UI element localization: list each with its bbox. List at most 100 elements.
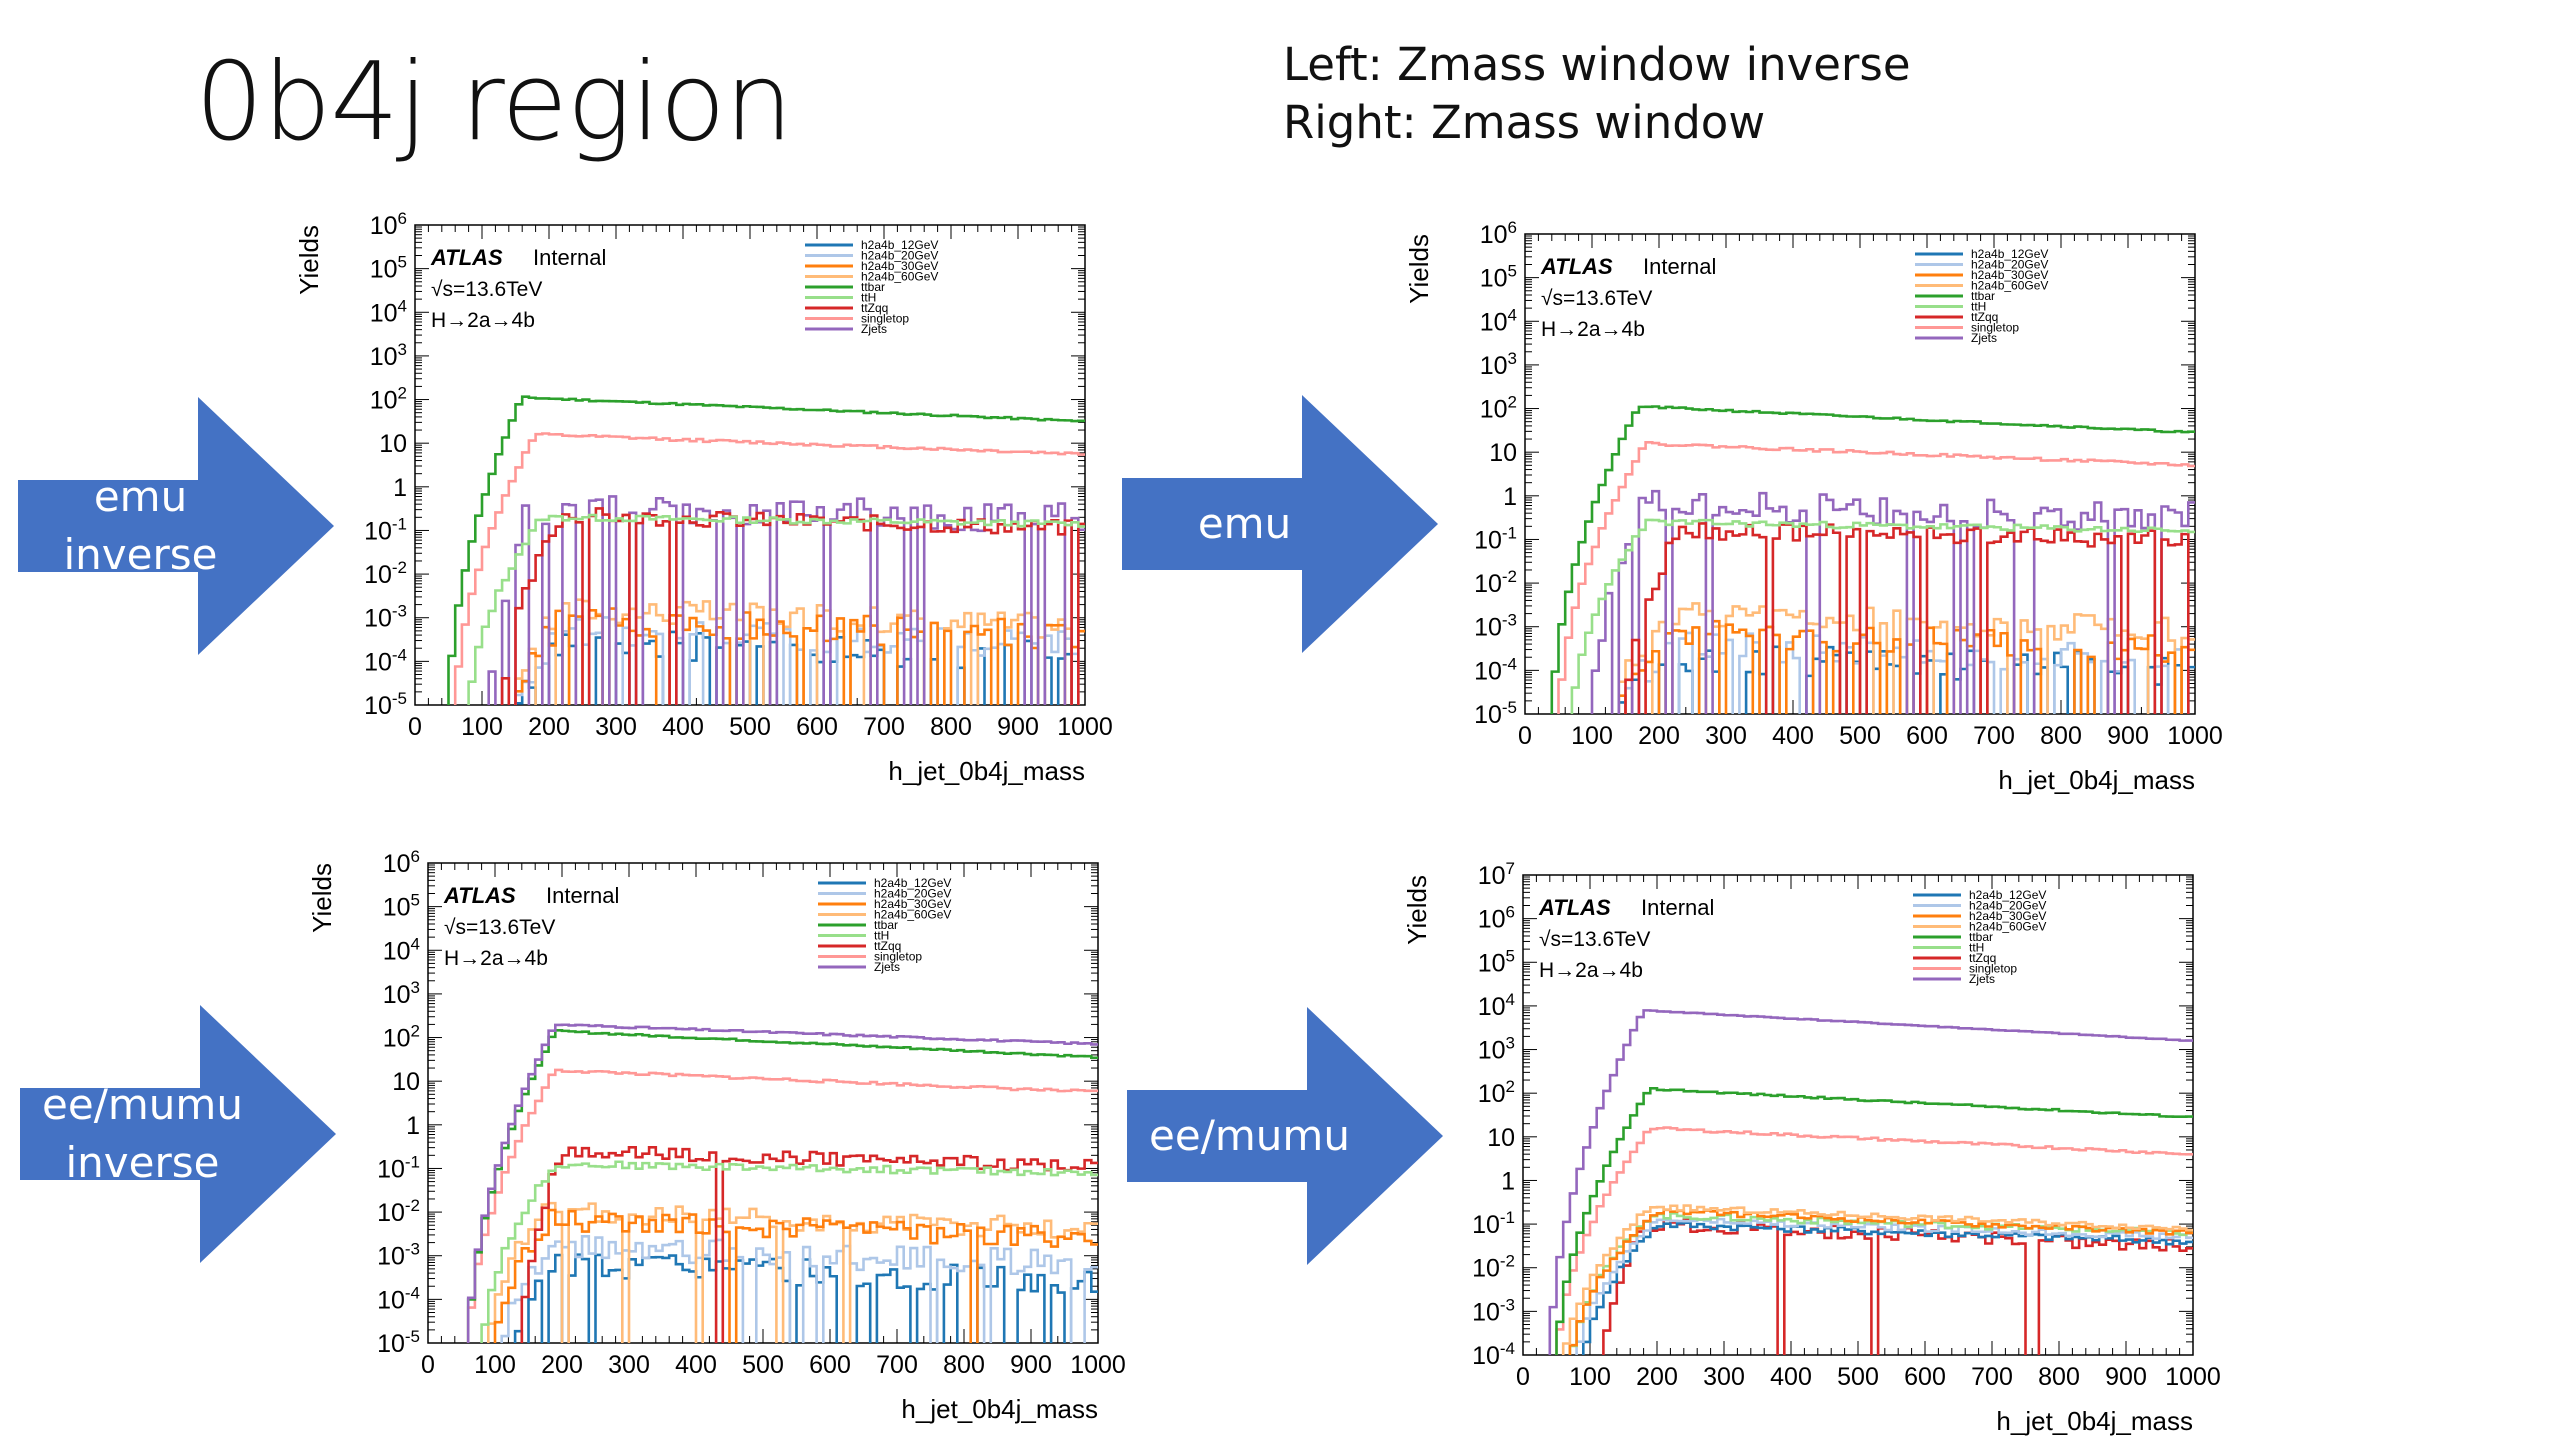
plot-emu-inverse: 0 100 200 300 400 500 600 700 800 900 1000 10-5 10-4… (290, 209, 1130, 795)
y-tick-label: 103 (383, 978, 420, 1009)
energy-label: √s=13.6TeV (1539, 928, 1650, 951)
x-tick-label: 100 (1571, 722, 1613, 750)
process-label: H→2a→4b (444, 947, 548, 970)
y-tick-base: 10 (383, 894, 411, 922)
y-tick-base: 10 (379, 430, 407, 458)
x-tick-label: 400 (1772, 722, 1814, 750)
y-tick-label: 10-5 (1474, 698, 1517, 729)
y-tick-label: 10-4 (364, 645, 407, 676)
x-tick-label: 100 (461, 713, 503, 741)
y-tick-base: 1 (406, 1112, 420, 1140)
y-tick-base: 10 (1480, 352, 1508, 380)
y-tick-label: 10-3 (377, 1240, 420, 1271)
x-tick-label: 400 (662, 713, 704, 741)
x-tick-label: 0 (421, 1351, 435, 1379)
legend-label: h2a4b_30GeV (1971, 268, 2048, 282)
y-tick-label: 10-4 (377, 1283, 420, 1314)
legend-label: ttZqq (1971, 310, 1998, 324)
x-tick-label: 1000 (1070, 1351, 1126, 1379)
legend-label: ttbar (1971, 289, 1995, 303)
legend-label: ttZqq (874, 939, 901, 953)
y-tick-exponent: 2 (1508, 393, 1517, 412)
y-tick-base: 10 (383, 850, 411, 878)
x-tick-label: 200 (528, 713, 570, 741)
y-tick-exponent: 3 (1508, 349, 1517, 368)
arrow-label: emu inverse (18, 468, 263, 584)
y-tick-exponent: 4 (398, 296, 407, 315)
y-tick-label: 104 (370, 296, 407, 327)
series-tth (1570, 518, 2195, 714)
y-tick-base: 10 (364, 605, 392, 633)
series-tth (480, 1160, 1098, 1343)
y-tick-base: 10 (383, 1025, 411, 1053)
y-tick-label: 104 (383, 934, 420, 965)
y-tick-label: 10-3 (364, 602, 407, 633)
x-tick-label: 800 (930, 713, 972, 741)
y-tick-label: 1 (393, 474, 407, 502)
y-tick-exponent: -2 (405, 1196, 420, 1215)
y-tick-label: 10-1 (1472, 1208, 1515, 1239)
y-tick-label: 10-3 (1474, 611, 1517, 642)
y-tick-base: 10 (1480, 396, 1508, 424)
y-tick-base: 10 (1472, 1298, 1500, 1326)
y-tick-exponent: -1 (392, 514, 407, 533)
y-tick-base: 10 (1478, 1037, 1506, 1065)
y-tick-base: 10 (377, 1286, 405, 1314)
y-tick-exponent: 5 (1506, 946, 1515, 965)
y-tick-base: 10 (370, 212, 398, 240)
y-tick-exponent: 6 (1508, 218, 1517, 237)
y-tick-exponent: 7 (1506, 859, 1515, 878)
legend-label: Zjets (861, 322, 887, 336)
histogram-lines (1548, 1009, 2193, 1355)
arrow-ee-mumu: ee/mumu (1127, 1007, 1443, 1265)
y-tick-base: 10 (377, 1243, 405, 1271)
y-tick-exponent: 4 (1508, 305, 1517, 324)
process-label: H→2a→4b (431, 309, 535, 332)
series-h2a4b-60gev (1561, 1204, 2193, 1355)
y-tick-base: 10 (1478, 993, 1506, 1021)
series-zjets (487, 495, 1085, 705)
y-tick-label: 10-2 (377, 1196, 420, 1227)
y-tick-label: 1 (406, 1112, 420, 1140)
y-tick-exponent: -5 (1502, 698, 1517, 717)
legend-label: singletop (874, 950, 922, 964)
legend-label: h2a4b_30GeV (874, 897, 951, 911)
arrow-label-line: ee/mumu (1149, 1111, 1350, 1160)
y-tick-exponent: -1 (1502, 523, 1517, 542)
y-tick-label: 10-4 (1472, 1339, 1515, 1370)
legend-label: h2a4b_20GeV (874, 887, 951, 901)
histogram-svg: 0 100 200 300 400 500 600 700 800 900 100010-510-4… (294, 209, 1113, 786)
x-tick-label: 200 (1638, 722, 1680, 750)
y-tick-exponent: -2 (1502, 567, 1517, 586)
x-axis-label: h_jet_0b4j_mass (1996, 1406, 2193, 1436)
y-tick-label: 104 (1478, 990, 1515, 1021)
arrow-label-line: ee/mumu (42, 1080, 243, 1129)
y-tick-label: 10-2 (364, 558, 407, 589)
y-tick-base: 10 (1472, 1255, 1500, 1283)
y-tick-base: 1 (1503, 483, 1517, 511)
y-tick-exponent: 5 (1508, 262, 1517, 281)
series-h2a4b-30gev (493, 1208, 1098, 1343)
x-tick-label: 500 (729, 713, 771, 741)
x-tick-label: 700 (876, 1351, 918, 1379)
atlas-status: Internal (1643, 254, 1716, 279)
y-tick-exponent: -2 (1500, 1252, 1515, 1271)
series-zjets (1548, 1009, 2193, 1355)
y-tick-label: 1 (1503, 483, 1517, 511)
y-tick-exponent: -4 (405, 1283, 420, 1302)
x-tick-label: 900 (1010, 1351, 1052, 1379)
series-ttbar (466, 1028, 1098, 1343)
y-axis-label: Yields (1402, 875, 1432, 945)
legend-label: singletop (1971, 321, 2019, 335)
y-tick-exponent: 4 (1506, 990, 1515, 1009)
arrow-label: ee/mumu inverse (20, 1076, 265, 1192)
y-tick-base: 10 (1474, 701, 1502, 729)
x-tick-label: 500 (1839, 722, 1881, 750)
y-tick-label: 10-3 (1472, 1295, 1515, 1326)
legend-label: Zjets (874, 960, 900, 974)
y-tick-label: 106 (370, 209, 407, 240)
y-tick-base: 10 (1480, 265, 1508, 293)
x-tick-label: 300 (595, 713, 637, 741)
y-tick-base: 10 (1489, 439, 1517, 467)
legend-label: Zjets (1969, 972, 1995, 986)
